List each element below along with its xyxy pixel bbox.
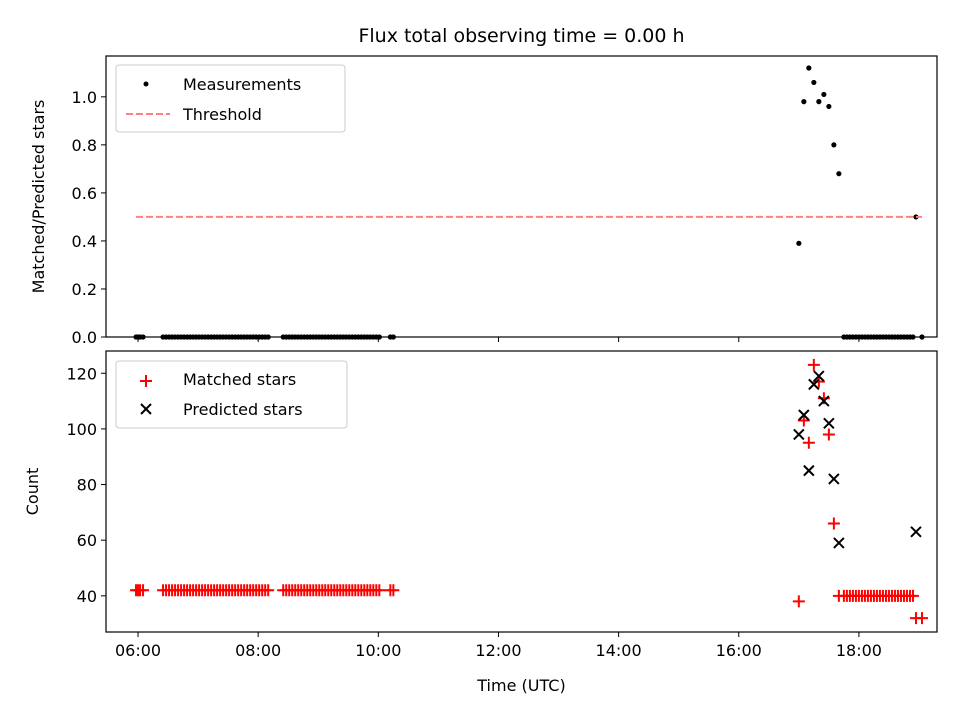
- measurement-point: [806, 65, 812, 71]
- bottom-x-ticks: 06:00 08:00 10:00 12:00 14:00 16:00 18:00: [115, 632, 882, 660]
- predicted-point: [910, 526, 922, 538]
- x-tick-label: 12:00: [475, 641, 521, 660]
- measurement-point: [801, 99, 807, 105]
- top-legend: Measurements Threshold: [115, 64, 346, 133]
- matched-point: [797, 414, 810, 427]
- chart-title: Flux total observing time = 0.00 h: [358, 25, 684, 47]
- matched-point: [137, 584, 150, 597]
- x-tick-label: 08:00: [235, 641, 281, 660]
- y-tick-label: 80: [77, 476, 97, 495]
- measurement-point: [826, 103, 832, 110]
- predicted-point: [803, 464, 815, 477]
- measurement-point: [836, 171, 842, 177]
- x-axis-label: Time (UTC): [476, 676, 565, 695]
- y-tick-label: 0.6: [72, 184, 97, 203]
- y-tick-label: 60: [77, 531, 97, 550]
- legend-matched-label: Matched stars: [183, 370, 296, 389]
- measurement-point: [816, 99, 822, 105]
- bottom-plot-frame: [105, 350, 938, 633]
- predicted-point: [818, 395, 830, 407]
- x-tick-label: 16:00: [716, 641, 762, 660]
- measurement-point: [821, 91, 827, 98]
- measurement-point: [913, 214, 919, 220]
- bottom-y-axis-label: Count: [23, 468, 42, 516]
- matched-point: [827, 517, 840, 530]
- bottom-panel: 40 60 80 100 120 06:00 08:00 10:00 12:00 14:00 16…: [23, 350, 938, 695]
- matched-point: [812, 375, 825, 388]
- legend-measurements-label: Measurements: [183, 75, 301, 94]
- y-tick-label: 120: [66, 364, 97, 383]
- legend-measurements-marker: [143, 81, 149, 87]
- top-plot-frame: [105, 55, 938, 338]
- legend-predicted-marker: [140, 403, 152, 415]
- matched-point: [906, 589, 919, 602]
- y-tick-label: 1.0: [72, 88, 97, 107]
- top-legend-box: [115, 64, 346, 133]
- matched-point: [387, 584, 400, 597]
- y-tick-label: 100: [66, 420, 97, 439]
- top-y-ticks: 0.0 0.2 0.4 0.6 0.8 1.0: [72, 88, 106, 347]
- legend-threshold-label: Threshold: [182, 105, 262, 124]
- y-tick-label: 0.4: [72, 232, 97, 251]
- measurement-point: [796, 240, 802, 246]
- bottom-legend-box: [115, 360, 348, 429]
- x-tick-label: 10:00: [355, 641, 401, 660]
- bottom-legend: Matched stars Predicted stars: [115, 360, 348, 429]
- measurement-point: [831, 142, 837, 148]
- measurement-point: [811, 79, 817, 86]
- legend-matched-marker: [140, 375, 152, 387]
- bottom-series: [130, 358, 928, 625]
- matched-point: [807, 358, 820, 371]
- predicted-point: [833, 537, 845, 549]
- top-panel: 0.0 0.2 0.4 0.6 0.8 1.0 Matched/Predicted sta…: [29, 55, 938, 347]
- legend-predicted-label: Predicted stars: [183, 400, 303, 419]
- matched-point: [822, 428, 835, 441]
- predicted-point: [798, 409, 810, 421]
- predicted-point: [828, 473, 840, 485]
- matched-point: [802, 436, 815, 449]
- x-tick-label: 06:00: [115, 641, 161, 660]
- matched-point: [262, 584, 275, 597]
- matched-point: [373, 584, 386, 597]
- y-tick-label: 40: [77, 587, 97, 606]
- predicted-point: [808, 378, 820, 391]
- y-tick-label: 0.2: [72, 280, 97, 299]
- y-tick-label: 0.0: [72, 328, 97, 347]
- top-y-axis-label: Matched/Predicted stars: [29, 100, 48, 294]
- y-tick-label: 0.8: [72, 136, 97, 155]
- predicted-point: [793, 428, 805, 441]
- x-tick-label: 14:00: [596, 641, 642, 660]
- x-tick-label: 18:00: [836, 641, 882, 660]
- predicted-point: [823, 417, 835, 430]
- matched-point: [792, 595, 805, 608]
- bottom-y-ticks: 40 60 80 100 120: [66, 364, 106, 606]
- matched-point: [915, 612, 928, 625]
- predicted-point: [813, 370, 825, 382]
